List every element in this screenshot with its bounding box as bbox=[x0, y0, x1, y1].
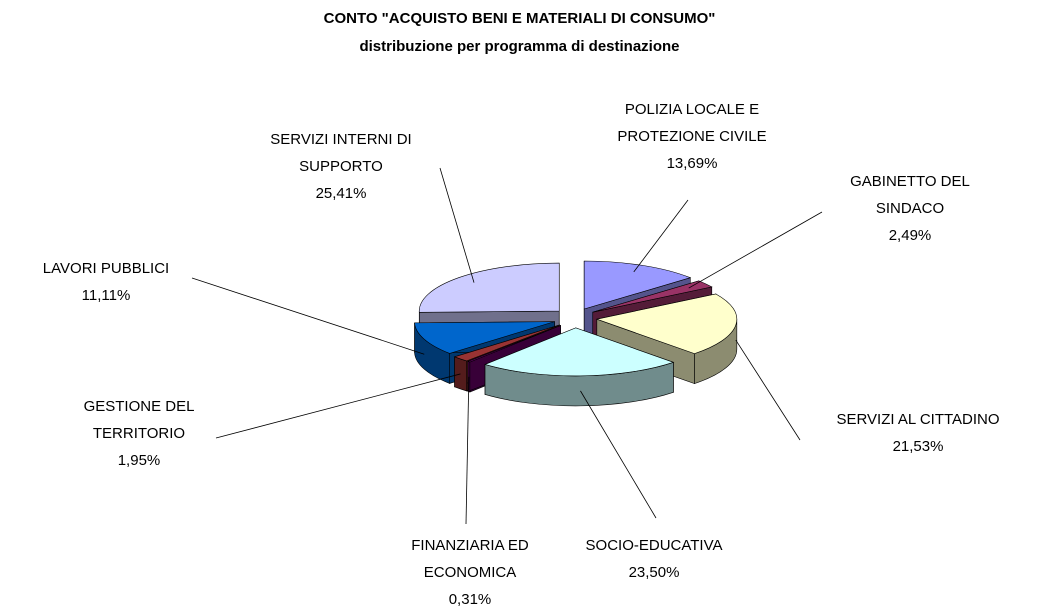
leader-line bbox=[580, 391, 656, 518]
leader-line bbox=[689, 212, 822, 288]
value-label: 1,95% bbox=[69, 447, 209, 474]
value-label: 13,69% bbox=[607, 150, 777, 177]
value-label: 25,41% bbox=[246, 180, 436, 207]
value-label: 11,11% bbox=[6, 282, 206, 309]
category-label: POLIZIA LOCALE E PROTEZIONE CIVILE bbox=[607, 96, 777, 150]
leader-line bbox=[736, 340, 800, 440]
value-label: 21,53% bbox=[803, 433, 1033, 460]
value-label: 0,31% bbox=[395, 586, 545, 613]
category-label: SERVIZI INTERNI DI SUPPORTO bbox=[246, 126, 436, 180]
category-label: LAVORI PUBBLICI bbox=[6, 255, 206, 282]
leader-line bbox=[216, 374, 460, 438]
leader-line bbox=[466, 377, 469, 524]
leader-line bbox=[634, 200, 688, 272]
category-label: GESTIONE DEL TERRITORIO bbox=[69, 393, 209, 447]
value-label: 23,50% bbox=[554, 559, 754, 586]
leader-line bbox=[440, 168, 474, 283]
pie-slice bbox=[419, 263, 559, 312]
category-label: FINANZIARIA ED ECONOMICA bbox=[395, 532, 545, 586]
slice-wall bbox=[455, 357, 467, 391]
category-label: GABINETTO DEL SINDACO bbox=[840, 168, 980, 222]
value-label: 2,49% bbox=[840, 222, 980, 249]
category-label: SERVIZI AL CITTADINO bbox=[803, 406, 1033, 433]
leader-line bbox=[192, 278, 424, 354]
category-label: SOCIO-EDUCATIVA bbox=[554, 532, 754, 559]
page: {"chart_data": {"type": "pie3d", "title"… bbox=[0, 0, 1039, 580]
